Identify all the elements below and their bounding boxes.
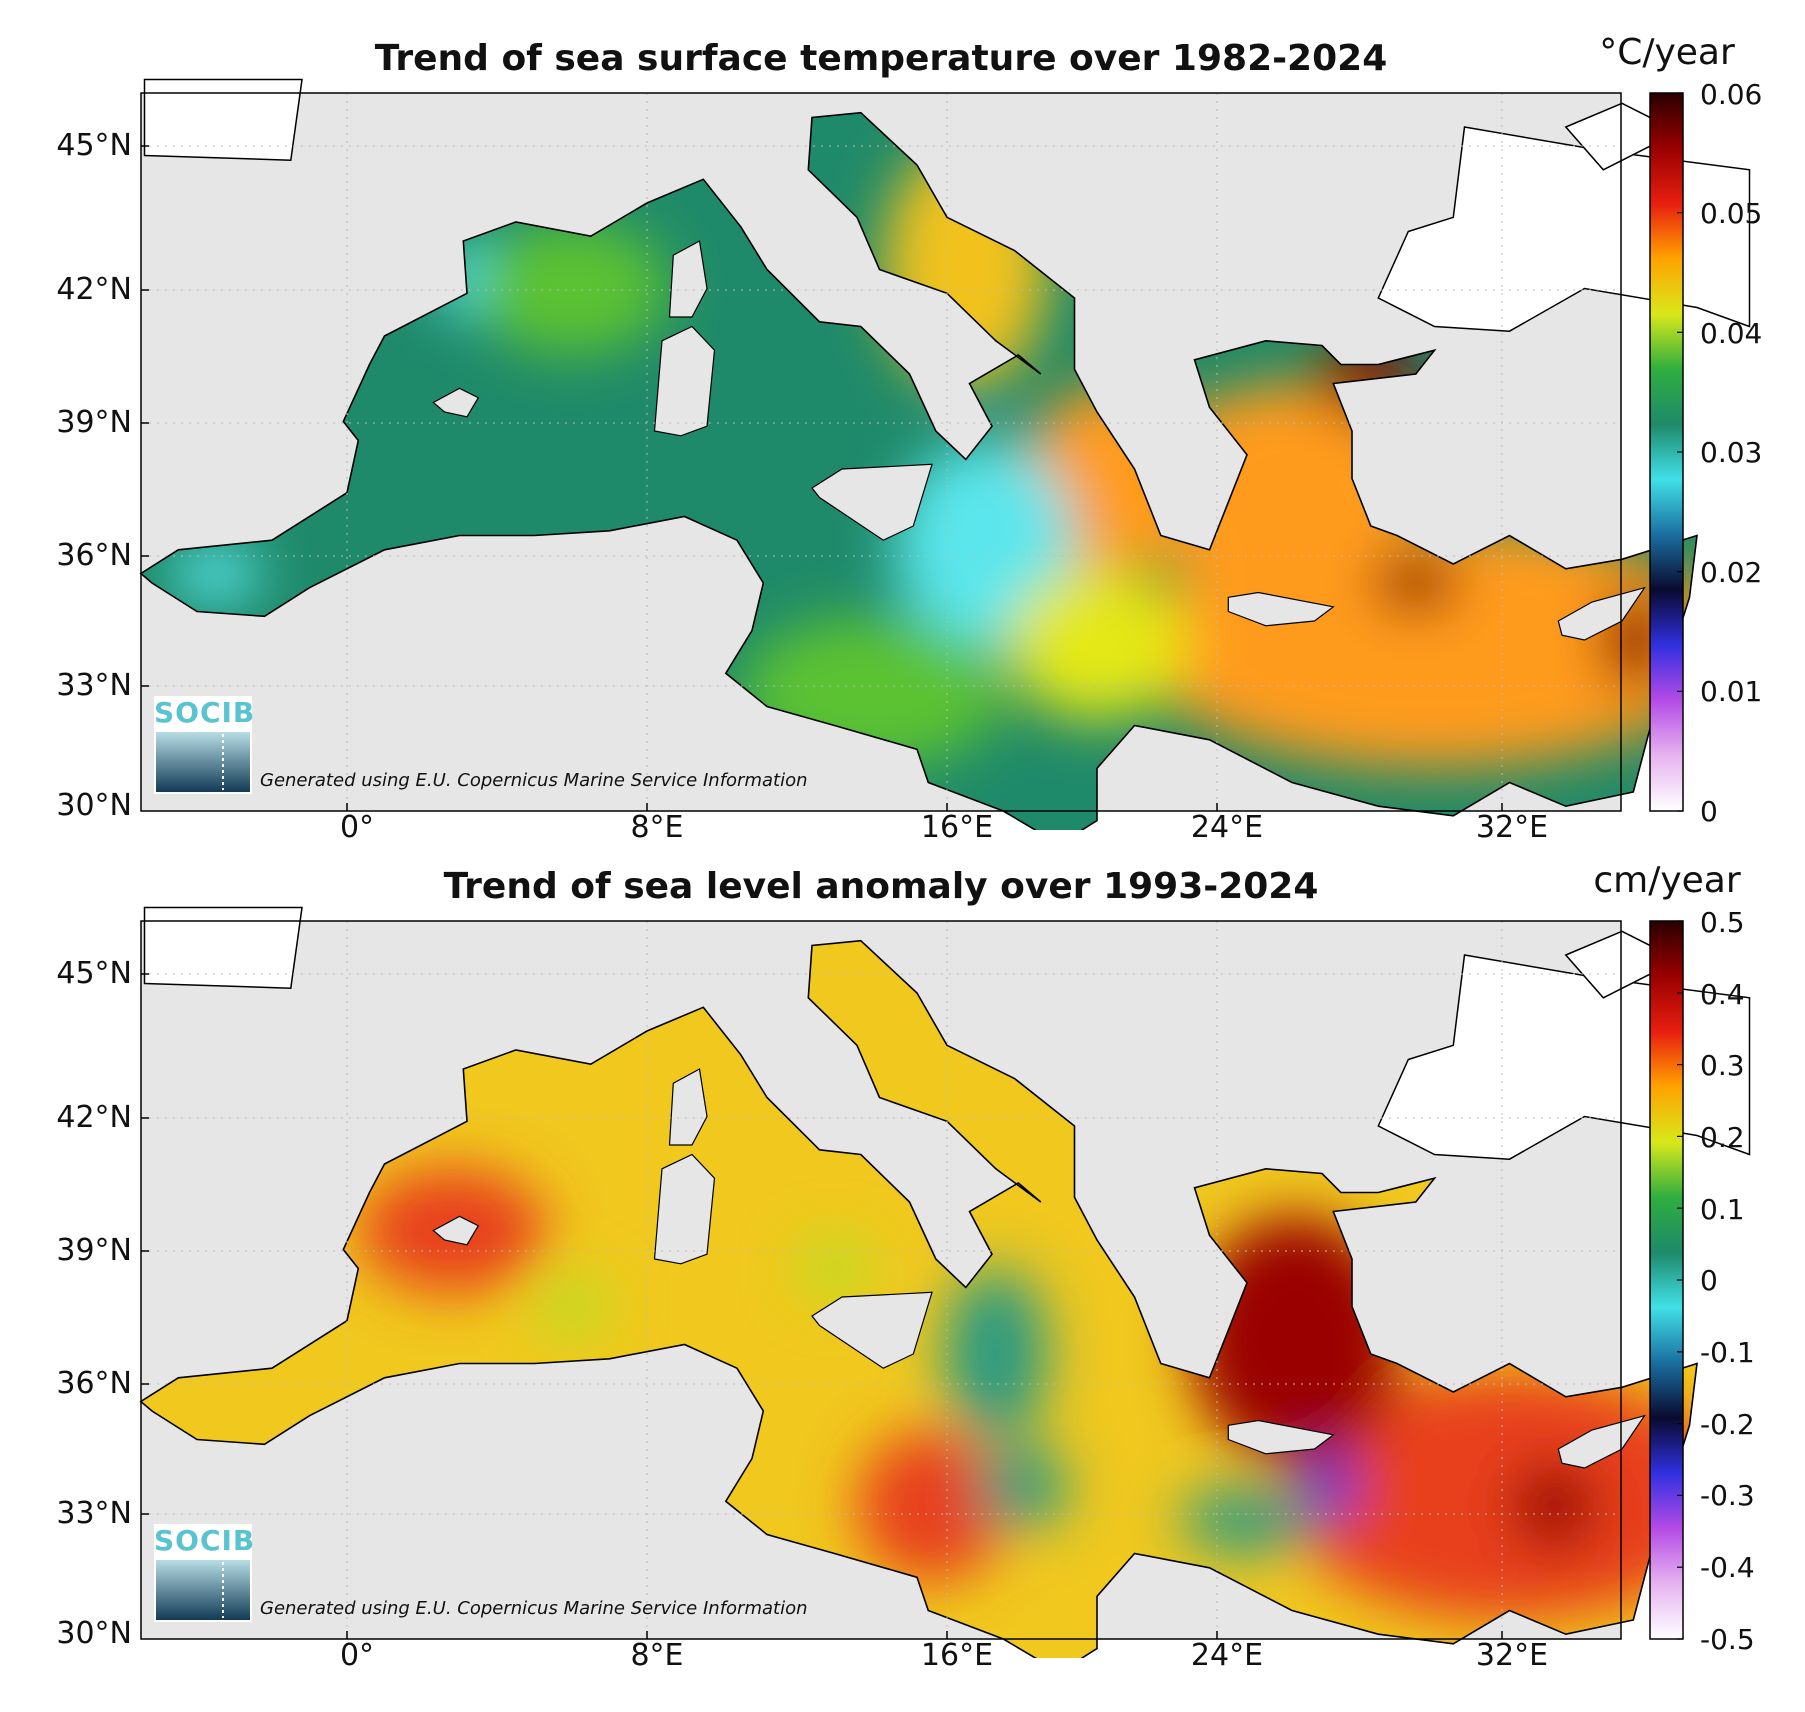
- warm-sidra: [857, 1430, 1007, 1582]
- cool-alboran: [170, 545, 261, 602]
- island-cyprus: [1557, 586, 1646, 641]
- island-sardinia: [653, 325, 716, 437]
- colorbar-tick-label: -0.4: [1700, 1551, 1755, 1584]
- green-ligurian: [474, 222, 670, 355]
- logo-wave: [156, 1560, 250, 1620]
- lat-tick-label: 42°N: [56, 272, 132, 307]
- colorbar-tick-label: 0.3: [1700, 1049, 1745, 1082]
- colorbar-tick-label: -0.2: [1700, 1408, 1755, 1441]
- colorbar-tick-label: 0: [1700, 1264, 1718, 1297]
- lat-tick-label: 42°N: [56, 1100, 132, 1135]
- low-ierapetra: [1303, 1453, 1356, 1521]
- island-crete: [1227, 591, 1335, 627]
- colorbar-tick-label: 0: [1700, 795, 1718, 828]
- lon-tick-label: 16°E: [920, 810, 994, 845]
- colorbar-tick-label: 0.4: [1700, 978, 1745, 1011]
- land-biscay: [143, 78, 303, 161]
- lon-tick-label: 8°E: [630, 1638, 684, 1673]
- lon-tick-label: 32°E: [1475, 1638, 1549, 1673]
- lon-tick-label: 0°: [339, 1638, 375, 1673]
- colorbar-tick-label: 0.05: [1700, 197, 1763, 230]
- map-plot: [139, 906, 1751, 1658]
- colorbar-tick-label: 0.01: [1700, 675, 1763, 708]
- socib-logo: SOCIB: [154, 1524, 256, 1622]
- cool-south-ionian: [977, 1444, 1067, 1530]
- map-plot: [139, 78, 1751, 830]
- credit-text: Generated using E.U. Copernicus Marine S…: [260, 1598, 808, 1619]
- island-corsica: [668, 240, 708, 318]
- lat-tick-label: 33°N: [56, 668, 132, 703]
- island-cyprus: [1557, 1414, 1646, 1469]
- socib-logo: SOCIB: [154, 696, 256, 794]
- island-corsica: [668, 1068, 708, 1146]
- hot-rhodes: [1370, 554, 1461, 612]
- green-algerian: [534, 1278, 610, 1335]
- lat-tick-label: 30°N: [56, 788, 132, 823]
- cool-ionian: [943, 1268, 1049, 1440]
- island-mallorca: [432, 1215, 480, 1246]
- colorbar-tick-label: 0.2: [1700, 1121, 1745, 1154]
- coastline: [139, 111, 1698, 830]
- colorbar-tick-label: 0.06: [1700, 78, 1763, 111]
- lon-tick-label: 16°E: [920, 1638, 994, 1673]
- hot-levant: [1509, 1463, 1600, 1549]
- colorbar-tick-label: 0.1: [1700, 1193, 1745, 1226]
- yellow-central: [1007, 568, 1187, 721]
- island-sicily: [811, 463, 933, 541]
- colorbar-unit: cm/year: [1593, 860, 1741, 901]
- lon-tick-label: 8°E: [630, 810, 684, 845]
- colorbar-tick-label: -0.3: [1700, 1479, 1755, 1512]
- map-title: Trend of sea level anomaly over 1993-202…: [443, 866, 1319, 907]
- lon-tick-label: 0°: [339, 810, 375, 845]
- lon-tick-label: 24°E: [1190, 1638, 1264, 1673]
- lat-tick-label: 45°N: [56, 128, 132, 163]
- lat-tick-label: 39°N: [56, 405, 132, 440]
- lat-tick-label: 39°N: [56, 1233, 132, 1268]
- logo-text: SOCIB: [154, 696, 256, 729]
- cool-cretan: [1179, 1487, 1315, 1554]
- island-sardinia: [653, 1153, 716, 1265]
- credit-text: Generated using E.U. Copernicus Marine S…: [260, 770, 808, 791]
- colorbar-tick-label: 0.03: [1700, 436, 1763, 469]
- green-tyrrhenian: [797, 1240, 872, 1297]
- lon-tick-label: 32°E: [1475, 810, 1549, 845]
- map-frame: [140, 92, 1622, 812]
- island-crete: [1227, 1419, 1335, 1455]
- colorbar-tick-label: -0.1: [1700, 1336, 1755, 1369]
- logo-wave: [156, 732, 250, 792]
- island-sicily: [811, 1291, 933, 1369]
- colorbar-tick-label: 0.5: [1700, 906, 1745, 939]
- coastline: [139, 939, 1698, 1658]
- map-frame: [140, 920, 1622, 1640]
- lat-tick-label: 30°N: [56, 1616, 132, 1651]
- land-biscay: [143, 906, 303, 989]
- map-title: Trend of sea surface temperature over 19…: [374, 38, 1388, 79]
- logo-text: SOCIB: [154, 1524, 256, 1557]
- colorbar-unit: °C/year: [1599, 32, 1735, 73]
- island-mallorca: [432, 387, 480, 418]
- sla-trend-map: Trend of sea level anomaly over 1993-202…: [0, 828, 1805, 1673]
- colorbar-tick-label: 0.02: [1700, 556, 1763, 589]
- lat-tick-label: 45°N: [56, 956, 132, 991]
- colorbar-tick-label: 0.04: [1700, 317, 1763, 350]
- lat-tick-label: 36°N: [56, 1366, 132, 1401]
- lat-tick-label: 33°N: [56, 1496, 132, 1531]
- colorbar-tick-label: -0.5: [1700, 1623, 1755, 1656]
- sst-trend-map: Trend of sea surface temperature over 19…: [0, 0, 1805, 845]
- lat-tick-label: 36°N: [56, 538, 132, 573]
- lon-tick-label: 24°E: [1190, 810, 1264, 845]
